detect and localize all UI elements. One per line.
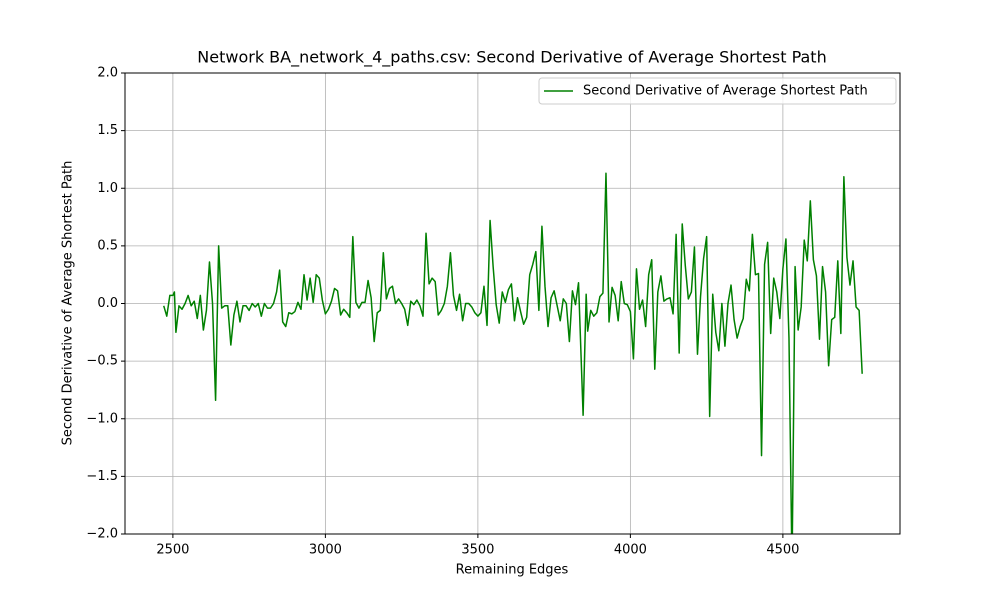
x-tick-label: 4000: [614, 543, 647, 558]
y-tick-label: −1.5: [86, 469, 118, 484]
y-tick-label: −2.0: [86, 527, 118, 542]
chart-title: Network BA_network_4_paths.csv: Second D…: [197, 48, 826, 68]
plot-lines: [163, 172, 863, 534]
legend-label: Second Derivative of Average Shortest Pa…: [583, 84, 868, 99]
y-tick-label: 1.5: [97, 123, 118, 138]
y-tick-label: −0.5: [86, 354, 118, 369]
x-tick-label: 3500: [461, 543, 494, 558]
legend: Second Derivative of Average Shortest Pa…: [538, 77, 897, 105]
y-tick-label: −1.0: [86, 411, 118, 426]
x-axis-label: Remaining Edges: [456, 563, 569, 578]
y-tick-label: 0.0: [97, 296, 118, 311]
y-tick-label: 0.5: [97, 238, 118, 253]
legend-box: [538, 77, 897, 105]
data-line: [163, 172, 863, 534]
y-tick-label: 1.0: [97, 181, 118, 196]
y-tick-label: 2.0: [97, 66, 118, 81]
x-tick-label: 4500: [766, 543, 799, 558]
y-axis-label: Second Derivative of Average Shortest Pa…: [61, 161, 76, 446]
x-tick-label: 3000: [309, 543, 342, 558]
x-tick-label: 2500: [156, 543, 189, 558]
